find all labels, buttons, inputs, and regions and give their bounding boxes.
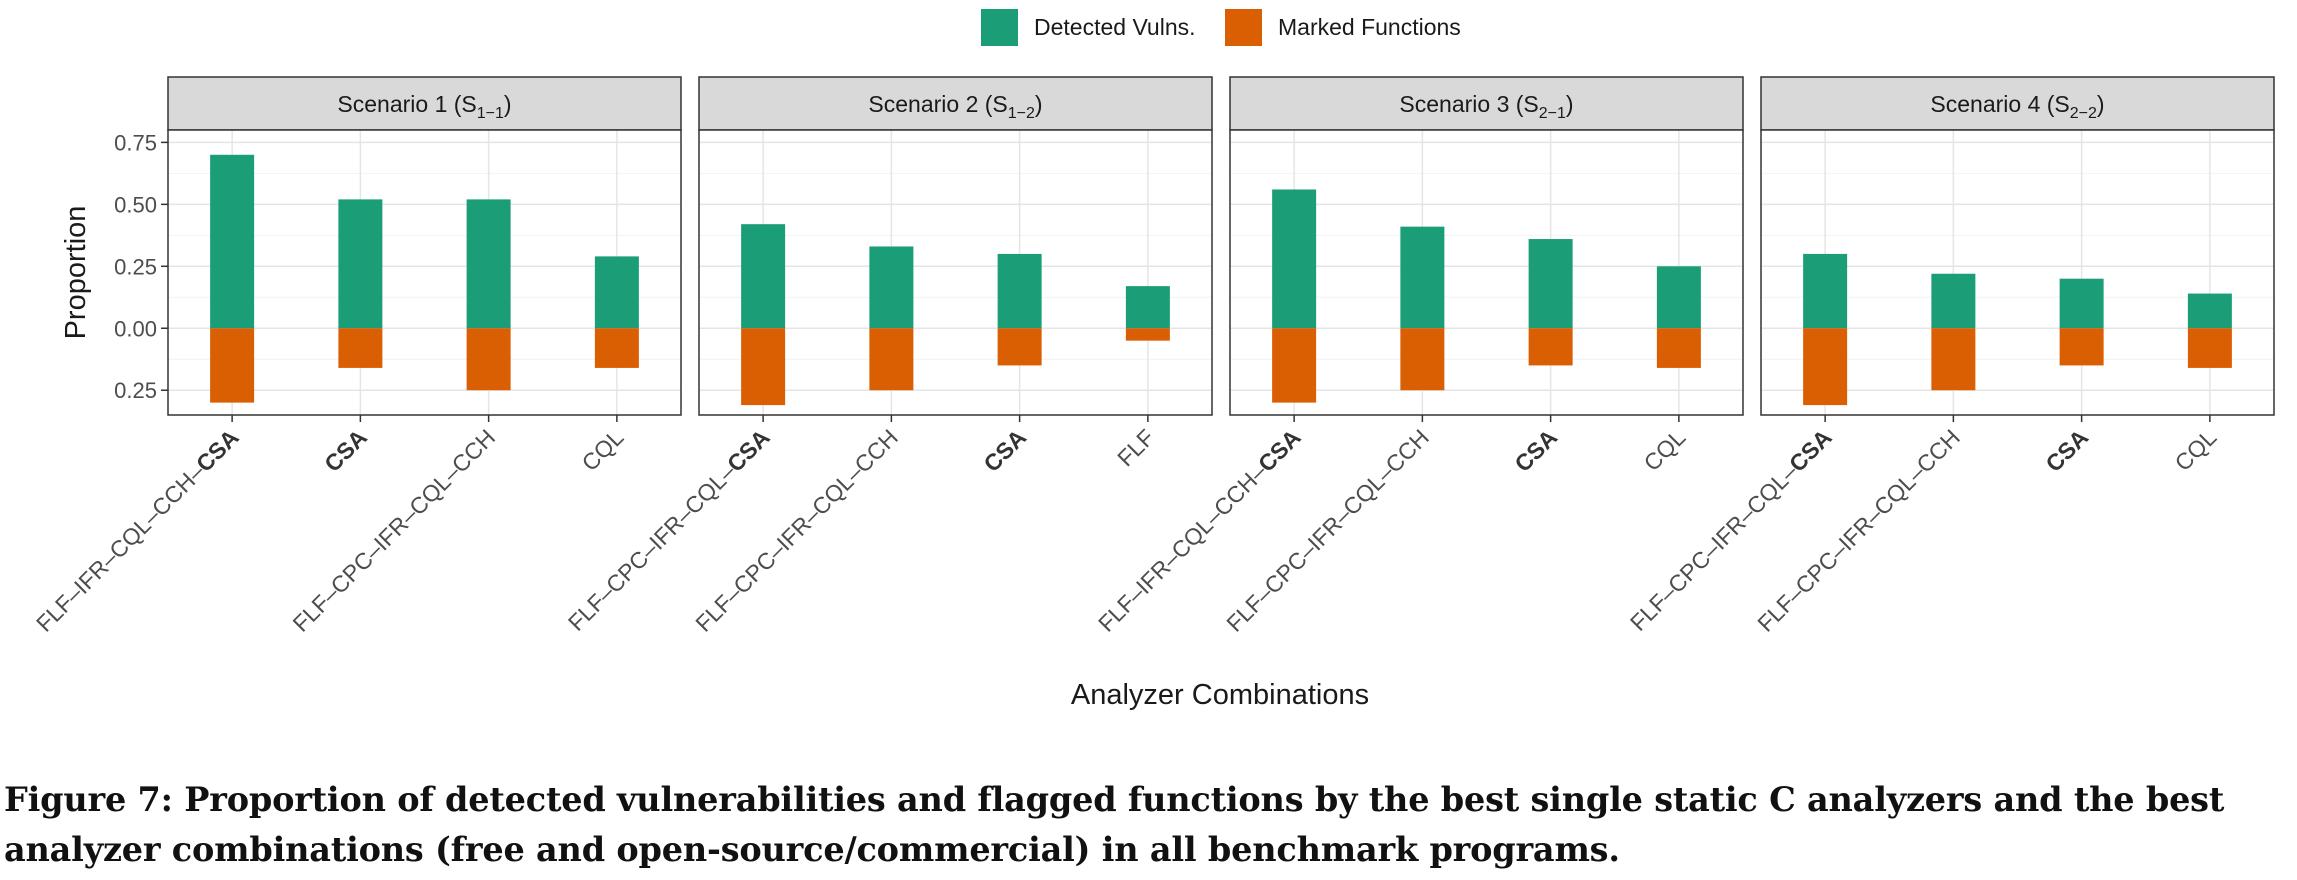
legend-label-1: Detected Vulns.	[1034, 14, 1196, 40]
bar-detected-vulns	[1803, 253, 1848, 329]
x-tick-label: CQL	[1639, 424, 1691, 476]
strip-background	[698, 76, 1213, 131]
bar-marked-functions	[594, 328, 639, 368]
y-tick-label: 0.75	[114, 130, 157, 155]
bar-detected-vulns	[2059, 278, 2104, 329]
bar-marked-functions	[1272, 328, 1317, 403]
x-tick-label: FLF–CPC–IFR–CQL–CCH	[690, 424, 903, 637]
bar-detected-vulns	[869, 246, 914, 329]
x-tick-label: CQL	[577, 424, 629, 476]
bar-marked-functions	[210, 328, 255, 403]
x-tick-label: CQL	[2170, 424, 2222, 476]
bar-detected-vulns	[1272, 189, 1317, 329]
bar-detected-vulns	[1931, 273, 1976, 329]
panel-border	[1229, 129, 1744, 416]
x-tick-label: FLF–IFR–CQL–CCH–CSA	[31, 424, 244, 637]
x-tick-label: FLF–CPC–IFR–CQL–CCH	[1752, 424, 1965, 637]
y-tick-label: 0.50	[114, 192, 157, 217]
bar-detected-vulns	[210, 154, 255, 329]
bar-marked-functions	[1400, 328, 1445, 391]
panel-1: Scenario 1 (S1−1) FLF–IFR–CQL–CCH–CSA CSAF…	[31, 76, 682, 637]
x-tick-label: CSA	[1509, 424, 1562, 477]
strip-title: Scenario 1 (S1−1)	[337, 91, 511, 122]
bar-detected-vulns	[997, 253, 1042, 329]
bar-marked-functions	[1125, 328, 1170, 341]
bar-detected-vulns	[338, 199, 383, 329]
bar-detected-vulns	[1400, 226, 1445, 329]
bar-marked-functions	[2059, 328, 2104, 366]
x-tick-label: FLF	[1112, 424, 1159, 471]
bar-marked-functions	[997, 328, 1042, 366]
x-axis-label: Analyzer Combinations	[1071, 679, 1369, 711]
bar-marked-functions	[1528, 328, 1573, 366]
x-tick-label: FLF–CPC–IFR–CQL–CCH	[287, 424, 500, 637]
strip-background	[167, 76, 682, 131]
bar-detected-vulns	[741, 224, 786, 329]
bar-marked-functions	[1931, 328, 1976, 391]
strip-title: Scenario 2 (S1−2)	[868, 91, 1042, 122]
y-tick-label: 0.25	[114, 378, 157, 403]
strip-background	[1229, 76, 1744, 131]
x-tick-label: CSA	[319, 424, 372, 477]
figure-caption: Figure 7: Proportion of detected vulnera…	[4, 780, 2225, 869]
x-tick-label: FLF–CPC–IFR–CQL–CCH	[1221, 424, 1434, 637]
legend-label-2: Marked Functions	[1278, 14, 1461, 40]
legend-swatch-2	[1225, 9, 1262, 46]
bar-detected-vulns	[1125, 286, 1170, 329]
bar-marked-functions	[338, 328, 383, 368]
bar-detected-vulns	[594, 256, 639, 329]
y-tick-label: 0.00	[114, 316, 157, 341]
legend-swatch-1	[981, 9, 1018, 46]
bar-detected-vulns	[1528, 239, 1573, 329]
bar-marked-functions	[869, 328, 914, 391]
panel-border	[1760, 129, 2275, 416]
bar-detected-vulns	[466, 199, 511, 329]
bar-marked-functions	[741, 328, 786, 406]
strip-title: Scenario 3 (S2−1)	[1399, 91, 1573, 122]
bar-detected-vulns	[1656, 266, 1701, 329]
bar-marked-functions	[466, 328, 511, 391]
panel-border	[698, 129, 1213, 416]
x-tick-label: CSA	[2040, 424, 2093, 477]
panel-border	[167, 129, 682, 416]
bar-detected-vulns	[2187, 293, 2232, 329]
bar-marked-functions	[1803, 328, 1848, 406]
x-tick-label: CSA	[978, 424, 1031, 477]
y-axis-label: Proportion	[60, 206, 92, 340]
bar-marked-functions	[1656, 328, 1701, 368]
strip-title: Scenario 4 (S2−2)	[1930, 91, 2104, 122]
bar-marked-functions	[2187, 328, 2232, 368]
y-tick-label: 0.25	[114, 254, 157, 279]
faceted-bar-chart: Detected Vulns. Marked Functions Proportio…	[31, 9, 2275, 711]
